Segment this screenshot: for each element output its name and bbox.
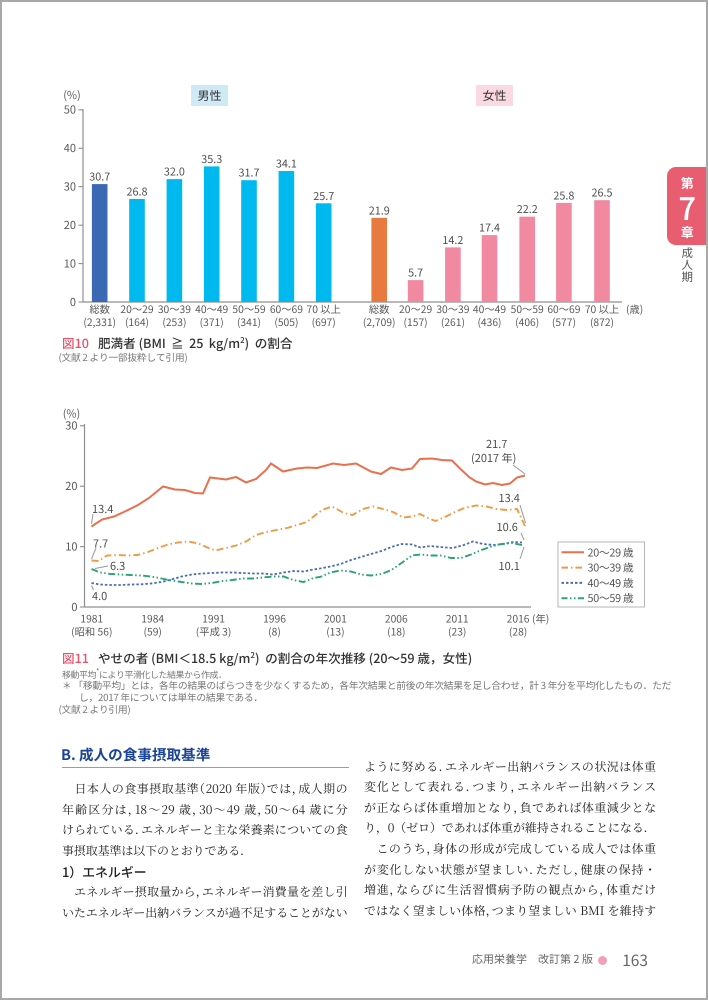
- svg-text:40: 40: [64, 140, 76, 156]
- svg-text:(697): (697): [312, 314, 336, 329]
- svg-text:(8): (8): [268, 624, 281, 639]
- svg-text:70 以上: 70 以上: [585, 301, 619, 316]
- svg-text:男性: 男性: [197, 87, 221, 104]
- svg-text:2006: 2006: [385, 611, 408, 626]
- svg-text:(28): (28): [509, 624, 527, 639]
- svg-text:25.7: 25.7: [313, 188, 334, 204]
- svg-text:(年): (年): [532, 611, 549, 626]
- svg-text:(872): (872): [590, 314, 614, 329]
- svg-text:22.2: 22.2: [517, 201, 538, 217]
- svg-text:17.4: 17.4: [479, 220, 500, 236]
- svg-text:40～49: 40～49: [195, 301, 228, 316]
- svg-text:4.0: 4.0: [92, 588, 107, 604]
- svg-text:10: 10: [65, 538, 77, 554]
- svg-text:7.7: 7.7: [93, 536, 108, 552]
- svg-text:(505): (505): [274, 314, 298, 329]
- svg-text:2016: 2016: [507, 611, 530, 626]
- svg-text:32.0: 32.0: [164, 164, 185, 180]
- svg-text:1991: 1991: [202, 611, 225, 626]
- svg-text:20: 20: [64, 217, 76, 233]
- svg-text:21.9: 21.9: [369, 202, 390, 218]
- svg-text:2001: 2001: [324, 611, 347, 626]
- svg-text:30～39 歳: 30～39 歳: [588, 560, 634, 576]
- svg-text:(23): (23): [448, 624, 466, 639]
- svg-text:(昭和 56): (昭和 56): [71, 624, 112, 639]
- svg-text:(2,709): (2,709): [363, 314, 396, 329]
- svg-text:(436): (436): [477, 314, 501, 329]
- svg-text:20: 20: [65, 478, 77, 494]
- svg-text:(2017 年): (2017 年): [471, 450, 516, 466]
- svg-text:26.8: 26.8: [127, 184, 148, 200]
- svg-text:70 以上: 70 以上: [307, 301, 341, 316]
- svg-text:30: 30: [65, 418, 77, 434]
- svg-text:(18): (18): [387, 624, 405, 639]
- svg-text:2011: 2011: [446, 611, 469, 626]
- svg-text:30～39: 30～39: [158, 301, 191, 316]
- svg-text:1996: 1996: [263, 611, 286, 626]
- svg-text:(253): (253): [162, 314, 186, 329]
- svg-text:30: 30: [64, 179, 76, 195]
- svg-text:(341): (341): [237, 314, 261, 329]
- svg-text:40～49 歳: 40～49 歳: [588, 575, 634, 591]
- svg-text:50～59: 50～59: [511, 301, 544, 316]
- svg-text:34.1: 34.1: [276, 156, 297, 172]
- svg-text:5.7: 5.7: [408, 265, 423, 281]
- svg-text:25.8: 25.8: [553, 187, 574, 203]
- svg-text:1981: 1981: [80, 611, 103, 626]
- svg-text:1984: 1984: [141, 611, 164, 626]
- svg-text:女性: 女性: [482, 87, 506, 104]
- svg-text:10.6: 10.6: [497, 519, 518, 535]
- svg-text:26.5: 26.5: [592, 185, 613, 201]
- svg-text:(歳): (歳): [626, 301, 643, 316]
- svg-text:(157): (157): [404, 314, 428, 329]
- svg-text:(2,331): (2,331): [83, 314, 116, 329]
- svg-text:20～29: 20～29: [399, 301, 432, 316]
- svg-text:30.7: 30.7: [89, 169, 110, 185]
- svg-text:40～49: 40～49: [473, 301, 506, 316]
- svg-text:(577): (577): [552, 314, 576, 329]
- svg-text:35.3: 35.3: [201, 151, 222, 167]
- svg-text:14.2: 14.2: [442, 232, 463, 248]
- svg-text:50: 50: [64, 102, 76, 118]
- svg-text:20～29: 20～29: [120, 301, 153, 316]
- svg-text:総数: 総数: [369, 301, 390, 316]
- svg-text:(164): (164): [125, 314, 149, 329]
- svg-text:10.1: 10.1: [499, 558, 520, 574]
- svg-text:(%): (%): [63, 406, 81, 422]
- svg-text:13.4: 13.4: [499, 490, 520, 506]
- svg-text:(13): (13): [326, 624, 344, 639]
- svg-text:0: 0: [71, 599, 77, 615]
- svg-text:21.7: 21.7: [486, 436, 507, 452]
- svg-text:50～59 歳: 50～59 歳: [588, 590, 634, 606]
- svg-text:(59): (59): [144, 624, 162, 639]
- svg-text:60～69: 60～69: [547, 301, 580, 316]
- svg-text:50～59: 50～59: [232, 301, 265, 316]
- svg-text:30～39: 30～39: [436, 301, 469, 316]
- svg-text:31.7: 31.7: [239, 165, 260, 181]
- svg-text:(%): (%): [63, 87, 81, 103]
- svg-text:(261): (261): [441, 314, 465, 329]
- svg-text:13.4: 13.4: [92, 501, 113, 517]
- svg-text:0: 0: [70, 294, 76, 310]
- svg-text:総数: 総数: [89, 301, 110, 316]
- svg-text:(406): (406): [515, 314, 539, 329]
- svg-text:6.3: 6.3: [110, 558, 125, 574]
- svg-text:20～29 歳: 20～29 歳: [588, 544, 634, 560]
- svg-text:(平成 3): (平成 3): [196, 624, 232, 639]
- svg-text:10: 10: [64, 255, 76, 271]
- svg-text:(371): (371): [200, 314, 224, 329]
- svg-text:60～69: 60～69: [270, 301, 303, 316]
